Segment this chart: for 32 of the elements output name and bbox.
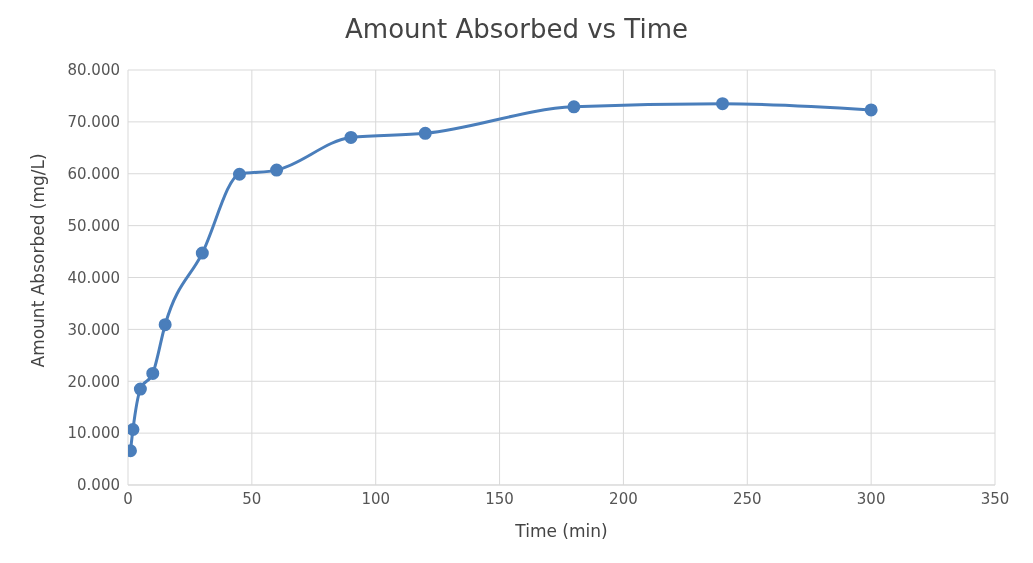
x-tick-label: 350 (980, 489, 1010, 508)
y-tick-label: 60.000 (67, 165, 120, 184)
y-tick-label: 0.000 (77, 476, 120, 495)
x-tick-label: 300 (856, 489, 886, 508)
y-tick-label: 40.000 (67, 268, 120, 287)
point (864, 103, 878, 117)
x-tick-label: 0 (123, 489, 133, 508)
y-tick-label: 80.000 (67, 61, 120, 80)
y-tick-label: 50.000 (67, 216, 120, 235)
point (232, 167, 246, 181)
point (716, 97, 730, 111)
point (270, 163, 284, 177)
point (158, 318, 172, 332)
y-tick-label: 10.000 (67, 424, 120, 443)
point (195, 246, 209, 260)
point (133, 382, 147, 396)
x-tick-label: 150 (485, 489, 514, 508)
x-tick-label: 250 (732, 489, 762, 508)
point (128, 422, 140, 436)
x-tick-label: 100 (361, 489, 391, 508)
point (146, 366, 160, 380)
point (418, 126, 432, 140)
y-tick-label: 30.000 (67, 320, 120, 339)
point (567, 100, 581, 114)
x-tick-label: 50 (242, 489, 262, 508)
y-axis-title: Amount Absorbed (mg/L) (28, 153, 49, 368)
point (344, 130, 358, 144)
y-tick-label: 20.000 (67, 372, 120, 391)
y-tick-label: 70.000 (67, 113, 120, 132)
chart-title: Amount Absorbed vs Time (344, 13, 689, 46)
x-axis-title: Time (min) (514, 521, 608, 541)
x-tick-label: 200 (609, 489, 638, 508)
